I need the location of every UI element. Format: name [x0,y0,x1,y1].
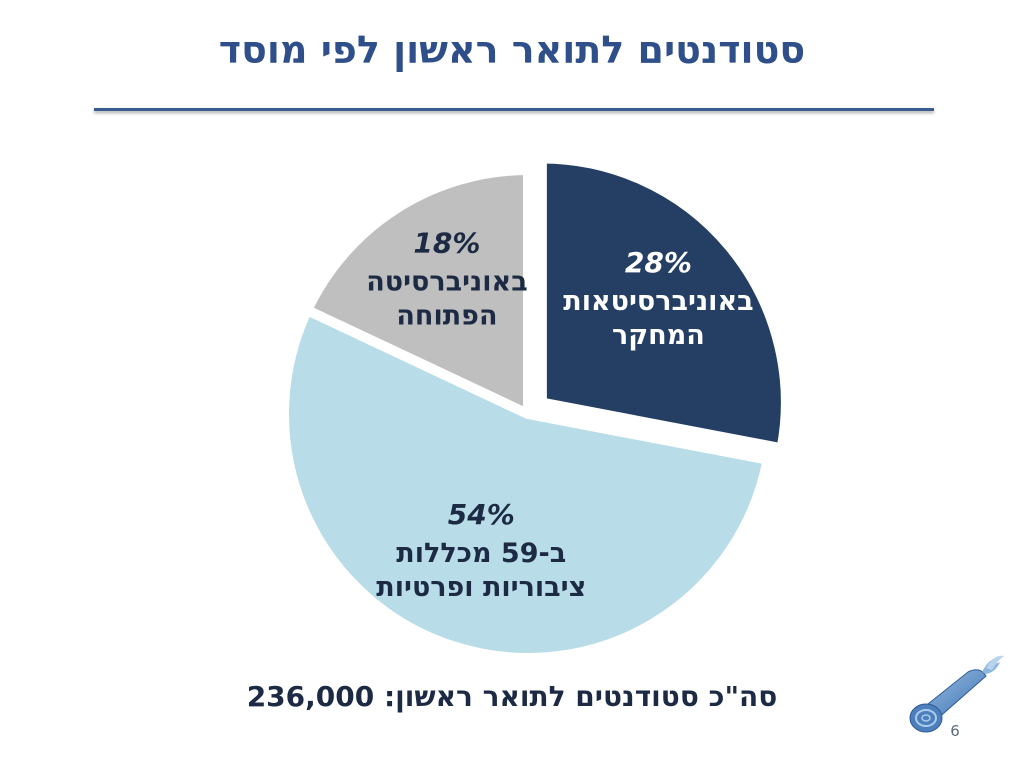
pie-percent-label-2: 18% [413,226,480,259]
pie-percent-label-0: 28% [625,246,692,279]
pie-slice-0 [536,153,791,454]
pie-slices [279,153,791,663]
pie-category-label-1-1: ציבוריות ופרטיות [376,572,586,603]
title-divider [94,108,934,111]
pie-slice-2 [302,165,533,419]
scroll-icon [909,655,1004,733]
pie-percent-label-1: 54% [448,498,515,531]
pie-category-label-0-1: המחקר [612,320,705,351]
pie-category-label-2-0: באוניברסיטה [366,266,528,297]
pie-category-label-2-1: הפתוחה [396,300,497,331]
pie-slice-1 [279,305,773,663]
pie-category-label-1-0: ב-59 מכללות [396,538,566,569]
slide-title: סטודנטים לתואר ראשון לפי מוסד [218,28,806,72]
pie-category-label-0-0: באוניברסיטאות [563,286,753,317]
total-students: סה"כ סטודנטים לתואר ראשון: 236,000 [246,680,778,713]
page-number: 6 [950,722,960,740]
